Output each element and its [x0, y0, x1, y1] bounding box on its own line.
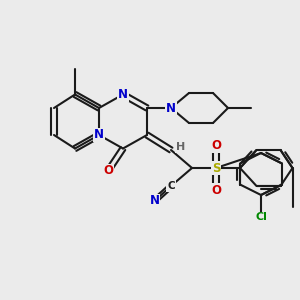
- Text: O: O: [211, 184, 221, 197]
- Text: S: S: [212, 161, 220, 175]
- Text: H: H: [176, 142, 185, 152]
- Text: N: N: [118, 88, 128, 101]
- Text: N: N: [94, 128, 104, 142]
- Text: N: N: [149, 194, 160, 208]
- Text: O: O: [211, 139, 221, 152]
- Text: O: O: [103, 164, 113, 178]
- Text: C: C: [167, 181, 175, 191]
- Text: N: N: [166, 101, 176, 115]
- Text: Cl: Cl: [255, 212, 267, 223]
